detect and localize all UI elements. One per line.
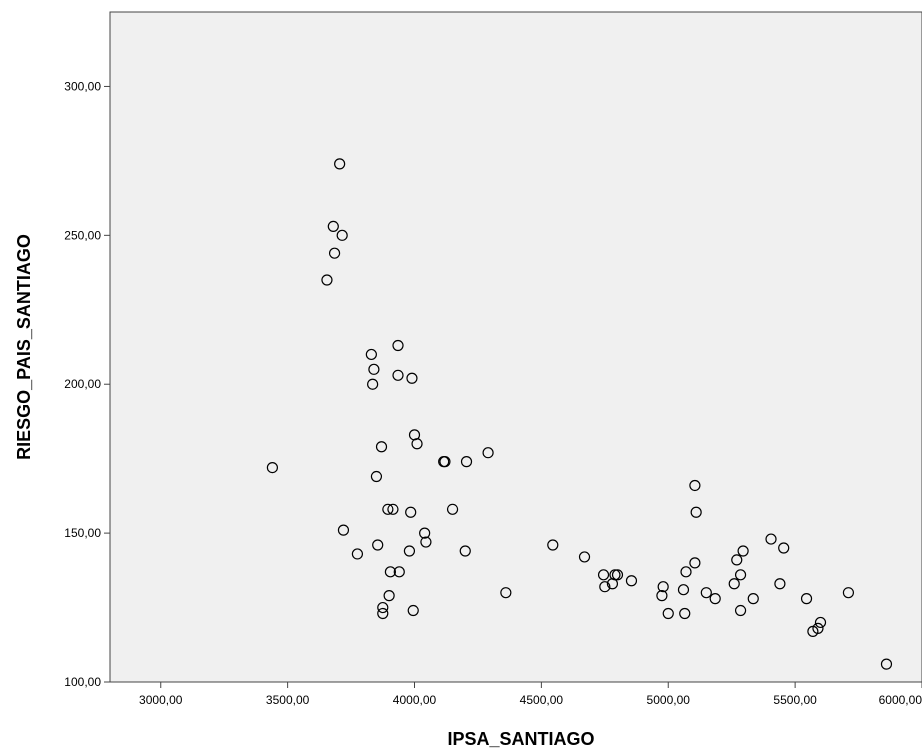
data-point (384, 566, 396, 578)
data-point (405, 506, 417, 518)
data-points (266, 158, 893, 670)
data-point (411, 438, 423, 450)
data-point (578, 551, 591, 563)
data-point (382, 503, 394, 515)
data-point (439, 456, 451, 468)
data-point (377, 601, 389, 614)
data-point (377, 607, 389, 620)
data-point (370, 470, 383, 483)
data-point (690, 506, 702, 518)
data-point (774, 578, 786, 590)
plot-area (109, 11, 922, 683)
data-point (689, 557, 701, 569)
data-point (599, 581, 611, 593)
data-point (403, 545, 416, 557)
data-point (393, 566, 405, 578)
data-point (700, 587, 712, 599)
data-point (365, 348, 377, 361)
data-point (367, 378, 379, 390)
x-tick-label: 5000,00 (647, 693, 691, 707)
data-point (375, 441, 388, 453)
data-point (392, 339, 404, 352)
data-point (328, 247, 341, 259)
data-point (657, 581, 669, 593)
data-point (814, 616, 827, 629)
data-point (327, 220, 339, 232)
data-point (728, 578, 740, 590)
y-tick-label: 300,00 (64, 79, 101, 93)
data-point (880, 658, 893, 670)
data-point (387, 503, 399, 515)
x-tick-label: 5500,00 (773, 693, 817, 707)
data-point (420, 536, 432, 548)
data-point (731, 554, 743, 566)
data-point (812, 622, 824, 635)
data-point (372, 539, 384, 551)
data-point (334, 158, 346, 170)
data-point (737, 545, 749, 557)
data-point (747, 593, 759, 605)
data-point (419, 527, 431, 539)
data-point (677, 584, 690, 596)
data-point (842, 587, 855, 599)
data-point (765, 533, 777, 545)
y-axis-title: RIESGO_PAIS_SANTIAGO (14, 234, 34, 460)
y-tick-label: 150,00 (64, 526, 101, 540)
data-point (625, 575, 638, 587)
data-point (800, 593, 813, 605)
data-point (734, 569, 747, 581)
data-point (778, 542, 790, 554)
data-point (482, 447, 494, 459)
data-point (597, 569, 610, 581)
x-tick-label: 4500,00 (520, 693, 564, 707)
data-point (656, 590, 668, 602)
data-point (266, 462, 278, 474)
data-point (446, 503, 459, 515)
data-point (547, 539, 559, 551)
data-point (662, 607, 674, 620)
x-tick-label: 3500,00 (266, 693, 310, 707)
data-point (351, 548, 364, 560)
y-axis: 100,00 150,00 200,00 250,00 300,00 (64, 79, 110, 689)
data-point (734, 604, 747, 617)
x-axis-title: IPSA_SANTIAGO (447, 729, 594, 749)
x-axis: 3000,00 3500,00 4000,00 4500,00 5000,00 5500,… (139, 682, 922, 707)
data-point (406, 372, 418, 384)
data-point (709, 593, 721, 605)
data-point (459, 545, 471, 557)
data-point (337, 524, 350, 536)
data-point (407, 604, 419, 617)
y-tick-label: 250,00 (64, 228, 101, 242)
data-point (321, 274, 333, 286)
data-point (392, 369, 404, 381)
x-tick-label: 6000,00 (879, 693, 922, 707)
data-point (679, 607, 691, 620)
data-point (383, 590, 395, 602)
data-point (336, 229, 348, 241)
data-point (680, 566, 692, 578)
y-tick-label: 100,00 (64, 675, 101, 689)
data-point (611, 569, 624, 581)
data-point (460, 456, 473, 468)
x-tick-label: 3000,00 (139, 693, 183, 707)
y-tick-label: 200,00 (64, 377, 101, 391)
data-point (609, 569, 621, 581)
data-point (368, 363, 380, 375)
data-point (500, 587, 512, 599)
x-tick-label: 4000,00 (393, 693, 437, 707)
data-point (689, 479, 701, 492)
